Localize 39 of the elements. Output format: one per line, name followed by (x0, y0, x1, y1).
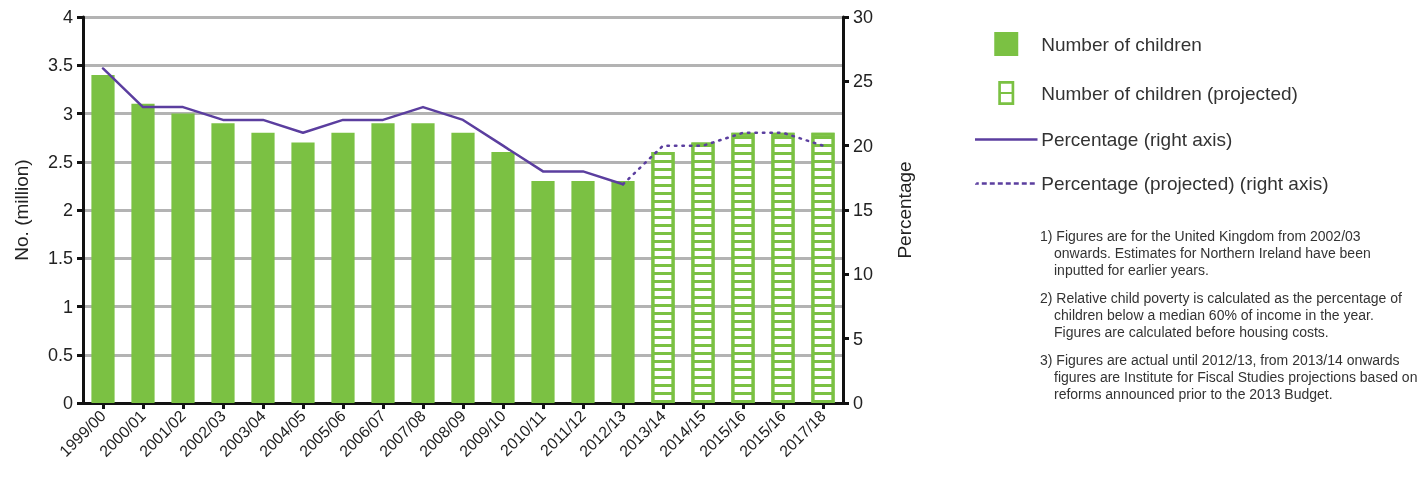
bar (291, 142, 315, 403)
y-tick-label: 0.5 (47, 344, 73, 365)
bar (171, 113, 195, 403)
text: 3) Figures are actual until 2012/13, from 2013/14 onwards figures are Institute for Fiscal Studies projections based on reforms announced prior to the 2013 Budget. (1040, 352, 1419, 403)
text: 2) Relative child poverty is calculated as the percentage of children below a median 60% of income in the year. Figures are calculated before housing costs. (1040, 290, 1403, 341)
legend-label: Percentage (right axis) (1041, 129, 1233, 150)
y2-tick-label: 15 (853, 200, 874, 220)
bar (251, 132, 275, 403)
y-tick-label: 1.5 (47, 248, 73, 269)
bar (571, 181, 595, 403)
legend-label: Percentage (projected) (right axis) (1041, 173, 1329, 194)
y-tick-label: 2 (62, 200, 73, 220)
y2-tick-label: 10 (853, 264, 874, 285)
y2-tick-label: 30 (853, 7, 874, 27)
y-tick-label: 3 (62, 103, 73, 124)
bar (331, 132, 355, 403)
bar (131, 103, 155, 403)
y2-tick-label: 5 (853, 328, 864, 349)
bar (371, 123, 395, 403)
y-tick-label: 2.5 (47, 151, 73, 172)
text: 1) Figures are for the United Kingdom from 2002/03 onwards. Estimates for Northern Ireland have been inputted for earlier years. (1040, 228, 1372, 279)
bar (451, 132, 475, 403)
y2-tick-label: 20 (853, 135, 874, 156)
bar (531, 181, 555, 403)
bar (611, 181, 635, 403)
y-tick-label: 4 (62, 7, 73, 27)
legend-label: Number of children (1041, 33, 1202, 55)
y-tick-label: 3.5 (47, 55, 73, 76)
y2-tick-label: 0 (853, 393, 864, 413)
legend-label: Number of children (projected) (1041, 82, 1298, 104)
y2-tick-label: 25 (853, 71, 874, 92)
bar (491, 152, 515, 403)
bar (411, 123, 435, 403)
bar (91, 74, 115, 403)
y-tick-label: 1 (62, 296, 73, 317)
y-axis-title: No. (million) (11, 159, 32, 261)
y2-axis-title: Percentage (894, 161, 915, 259)
bar (211, 123, 235, 403)
y-tick-label: 0 (62, 393, 73, 413)
